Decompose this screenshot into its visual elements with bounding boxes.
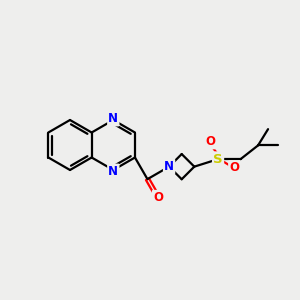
Text: O: O xyxy=(229,161,239,174)
Text: N: N xyxy=(108,165,118,178)
Text: O: O xyxy=(206,135,216,148)
Text: N: N xyxy=(164,160,174,173)
Text: N: N xyxy=(108,112,118,125)
Text: S: S xyxy=(213,153,223,166)
Text: O: O xyxy=(153,191,163,204)
